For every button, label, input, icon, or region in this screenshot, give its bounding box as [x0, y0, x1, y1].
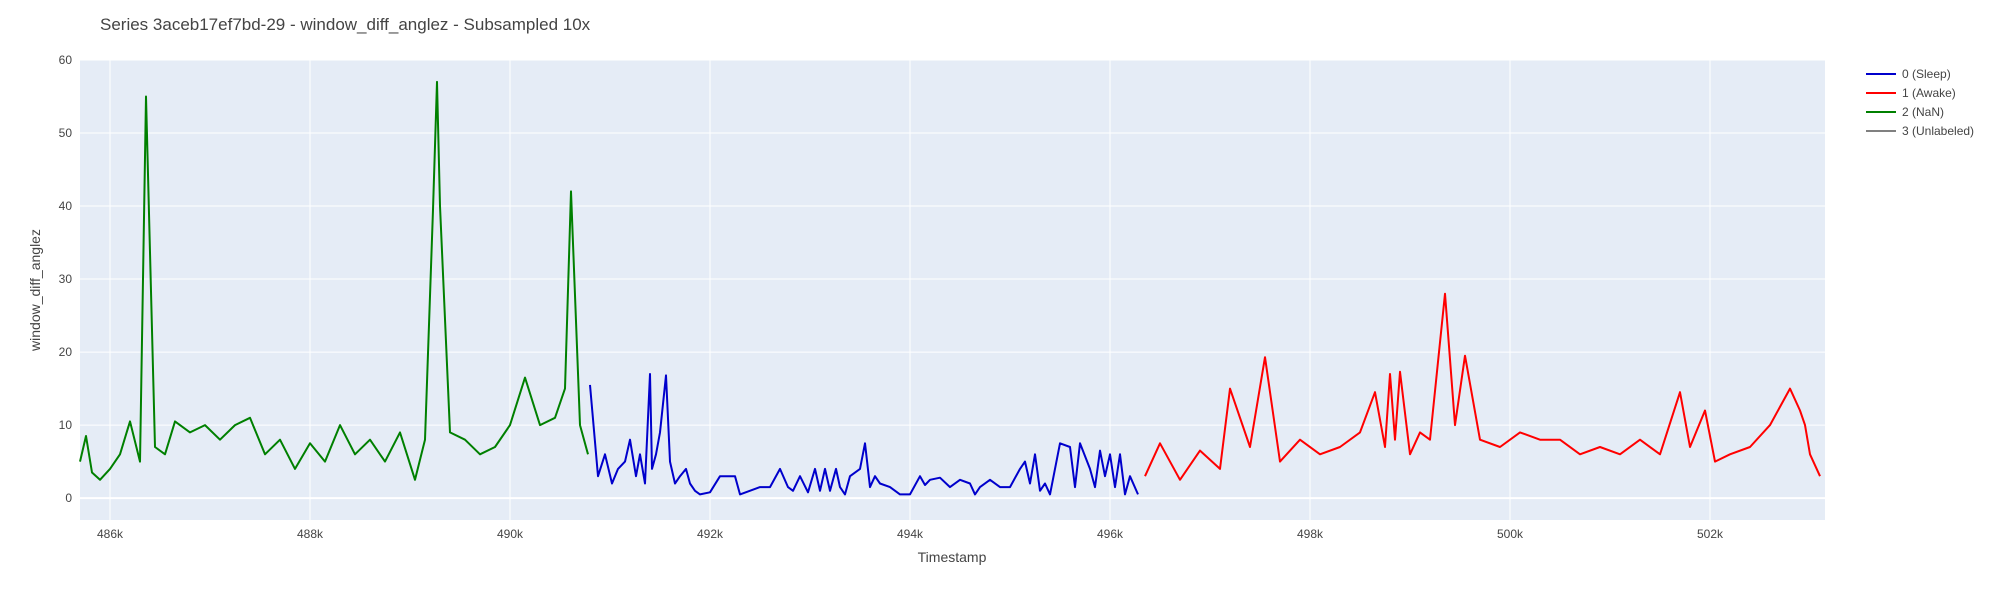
series-line-2 — [79, 80, 589, 481]
legend-item[interactable]: 0 (Sleep) — [1866, 67, 1951, 81]
series-line-0 — [589, 373, 1139, 496]
y-tick-label: 50 — [59, 126, 73, 140]
y-axis-title: window_diff_anglez — [27, 229, 43, 352]
x-tick-label: 492k — [697, 527, 724, 541]
x-tick-label: 488k — [297, 527, 324, 541]
y-tick-label: 40 — [59, 199, 73, 213]
legend-item[interactable]: 3 (Unlabeled) — [1866, 124, 1974, 138]
legend-item[interactable]: 1 (Awake) — [1866, 86, 1956, 100]
x-axis-title: Timestamp — [918, 549, 987, 565]
legend-label: 0 (Sleep) — [1902, 67, 1951, 81]
x-tick-label: 498k — [1297, 527, 1324, 541]
y-tick-label: 0 — [65, 491, 72, 505]
legend-label: 3 (Unlabeled) — [1902, 124, 1974, 138]
x-tick-label: 486k — [97, 527, 124, 541]
legend-item[interactable]: 2 (NaN) — [1866, 105, 1944, 119]
y-tick-label: 20 — [59, 345, 73, 359]
grid-lines — [80, 59, 1825, 520]
x-tick-label: 490k — [497, 527, 524, 541]
series-line-1 — [1144, 292, 1821, 481]
x-tick-label: 502k — [1697, 527, 1724, 541]
chart-title: Series 3aceb17ef7bd-29 - window_diff_ang… — [100, 15, 591, 34]
x-tick-label: 500k — [1497, 527, 1524, 541]
x-tick-label: 494k — [897, 527, 924, 541]
series-lines — [79, 80, 1821, 496]
y-tick-label: 30 — [59, 272, 73, 286]
y-tick-label: 10 — [59, 418, 73, 432]
y-tick-label: 60 — [59, 53, 73, 67]
legend-label: 2 (NaN) — [1902, 105, 1944, 119]
plot-area — [80, 60, 1825, 520]
legend: 0 (Sleep) 1 (Awake) 2 (NaN) 3 (Unlabeled) — [1866, 67, 1974, 138]
axis-ticks: 0 10 20 30 40 50 60 486k 488k 490k 492k 494k 496k 498… — [59, 53, 1724, 541]
legend-label: 1 (Awake) — [1902, 86, 1956, 100]
x-tick-label: 496k — [1097, 527, 1124, 541]
